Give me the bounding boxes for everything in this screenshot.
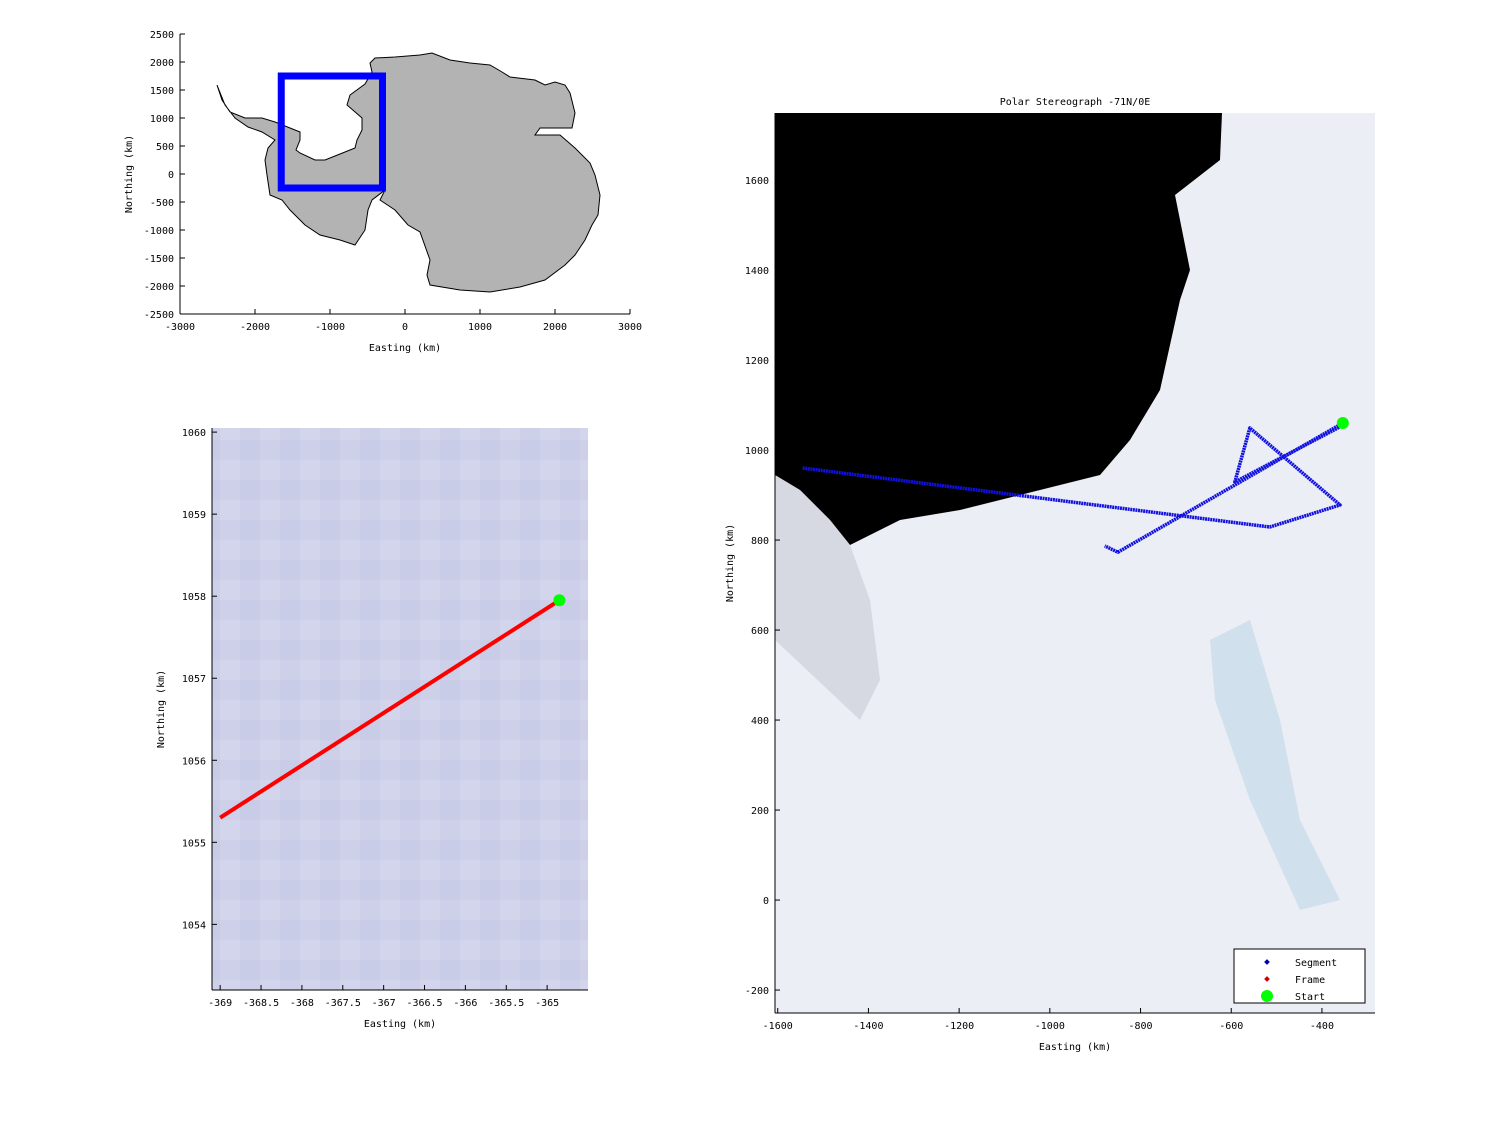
legend-frame-label: Frame [1295, 975, 1325, 986]
legend-segment-marker [1264, 959, 1270, 965]
x-tick-label: -369 [208, 998, 232, 1009]
y-tick-label: 1060 [182, 428, 206, 439]
start-marker [1336, 417, 1349, 430]
legend-start-marker [1261, 990, 1273, 1002]
overview-map-axes: -3000 -2000 -1000 0 1000 2000 3000 2500 2000 1500… [124, 30, 642, 354]
y-axis-label: Northing (km) [124, 135, 135, 213]
x-tick-label: -2000 [240, 322, 270, 333]
x-tick-label: -365 [535, 998, 559, 1009]
x-tick-label: 0 [402, 322, 408, 333]
x-tick-label: -366 [453, 998, 477, 1009]
x-tick-label: -400 [1310, 1021, 1334, 1032]
x-tick-label: -367.5 [325, 998, 361, 1009]
y-tick-label: 200 [751, 806, 769, 817]
frame-detail-axes: -369 -368.5 -368 -367.5 -367 -366.5 -366 -365.5… [156, 428, 588, 1030]
y-tick-label: 500 [156, 142, 174, 153]
y-tick-label: 1000 [745, 446, 769, 457]
x-tick-label: 3000 [618, 322, 642, 333]
y-tick-label: -2500 [144, 310, 174, 321]
y-tick-label: 0 [168, 170, 174, 181]
series-start [1336, 417, 1349, 430]
x-axis-label: Easting (km) [364, 1019, 436, 1030]
y-tick-label: -1000 [144, 226, 174, 237]
x-tick-label: -1400 [853, 1021, 883, 1032]
x-tick-label: -3000 [165, 322, 195, 333]
y-tick-label: 2000 [150, 58, 174, 69]
x-tick-label: -368.5 [243, 998, 279, 1009]
x-tick-label: -365.5 [488, 998, 524, 1009]
y-tick-label: -2000 [144, 282, 174, 293]
y-tick-label: 1054 [182, 920, 206, 931]
y-tick-label: 1400 [745, 266, 769, 277]
segment-track-0 [802, 421, 1345, 529]
y-tick-label: -200 [745, 986, 769, 997]
rock-outcrop-region [775, 475, 880, 720]
start-marker [553, 594, 566, 607]
legend-start-label: Start [1295, 992, 1325, 1003]
x-tick-label: -1000 [315, 322, 345, 333]
x-axis-label: Easting (km) [369, 343, 441, 354]
y-tick-label: -1500 [144, 254, 174, 265]
y-tick-label: 1059 [182, 510, 206, 521]
y-tick-label: 1056 [182, 756, 206, 767]
y-tick-label: 1057 [182, 674, 206, 685]
y-tick-label: 1000 [150, 114, 174, 125]
y-tick-label: 1200 [745, 356, 769, 367]
series-frame [219, 598, 561, 820]
y-tick-label: 1055 [182, 838, 206, 849]
ocean-region [775, 113, 1222, 545]
y-tick-label: 0 [763, 896, 769, 907]
segment-track-1 [1103, 421, 1344, 554]
y-axis-label: Northing (km) [725, 524, 736, 602]
x-tick-label: -600 [1219, 1021, 1243, 1032]
antarctica-landmass [216, 52, 601, 293]
series-start [553, 594, 566, 607]
x-tick-label: -1000 [1035, 1021, 1065, 1032]
y-tick-label: 600 [751, 626, 769, 637]
region-box [277, 72, 386, 192]
legend-frame-marker [1264, 976, 1270, 982]
legend: Segment Frame Start [1233, 948, 1366, 1004]
y-tick-label: 1058 [182, 592, 206, 603]
x-tick-label: -800 [1128, 1021, 1152, 1032]
y-tick-label: 800 [751, 536, 769, 547]
legend-box [1233, 948, 1366, 1004]
x-tick-label: 2000 [543, 322, 567, 333]
legend-segment-label: Segment [1295, 958, 1337, 969]
x-tick-label: -367 [372, 998, 396, 1009]
y-tick-label: 1500 [150, 86, 174, 97]
x-tick-label: 1000 [468, 322, 492, 333]
y-tick-label: 400 [751, 716, 769, 727]
blue-ice-region [1210, 620, 1340, 910]
y-tick-label: 2500 [150, 30, 174, 41]
satellite-image-background [212, 428, 588, 990]
y-tick-label: 1600 [745, 176, 769, 187]
x-tick-label: -366.5 [406, 998, 442, 1009]
series-segment [802, 421, 1345, 554]
segment-map-axes: -1600 -1400 -1200 -1000 -800 -600 -400 1600 1400… [725, 97, 1375, 1053]
frame-track [219, 598, 561, 820]
x-tick-label: -1200 [944, 1021, 974, 1032]
y-tick-label: -500 [150, 198, 174, 209]
x-tick-label: -1600 [763, 1021, 793, 1032]
x-axis-label: Easting (km) [1039, 1042, 1111, 1053]
chart-title: Polar Stereograph -71N/0E [1000, 97, 1151, 108]
y-axis-label: Northing (km) [156, 670, 167, 748]
x-tick-label: -368 [290, 998, 314, 1009]
